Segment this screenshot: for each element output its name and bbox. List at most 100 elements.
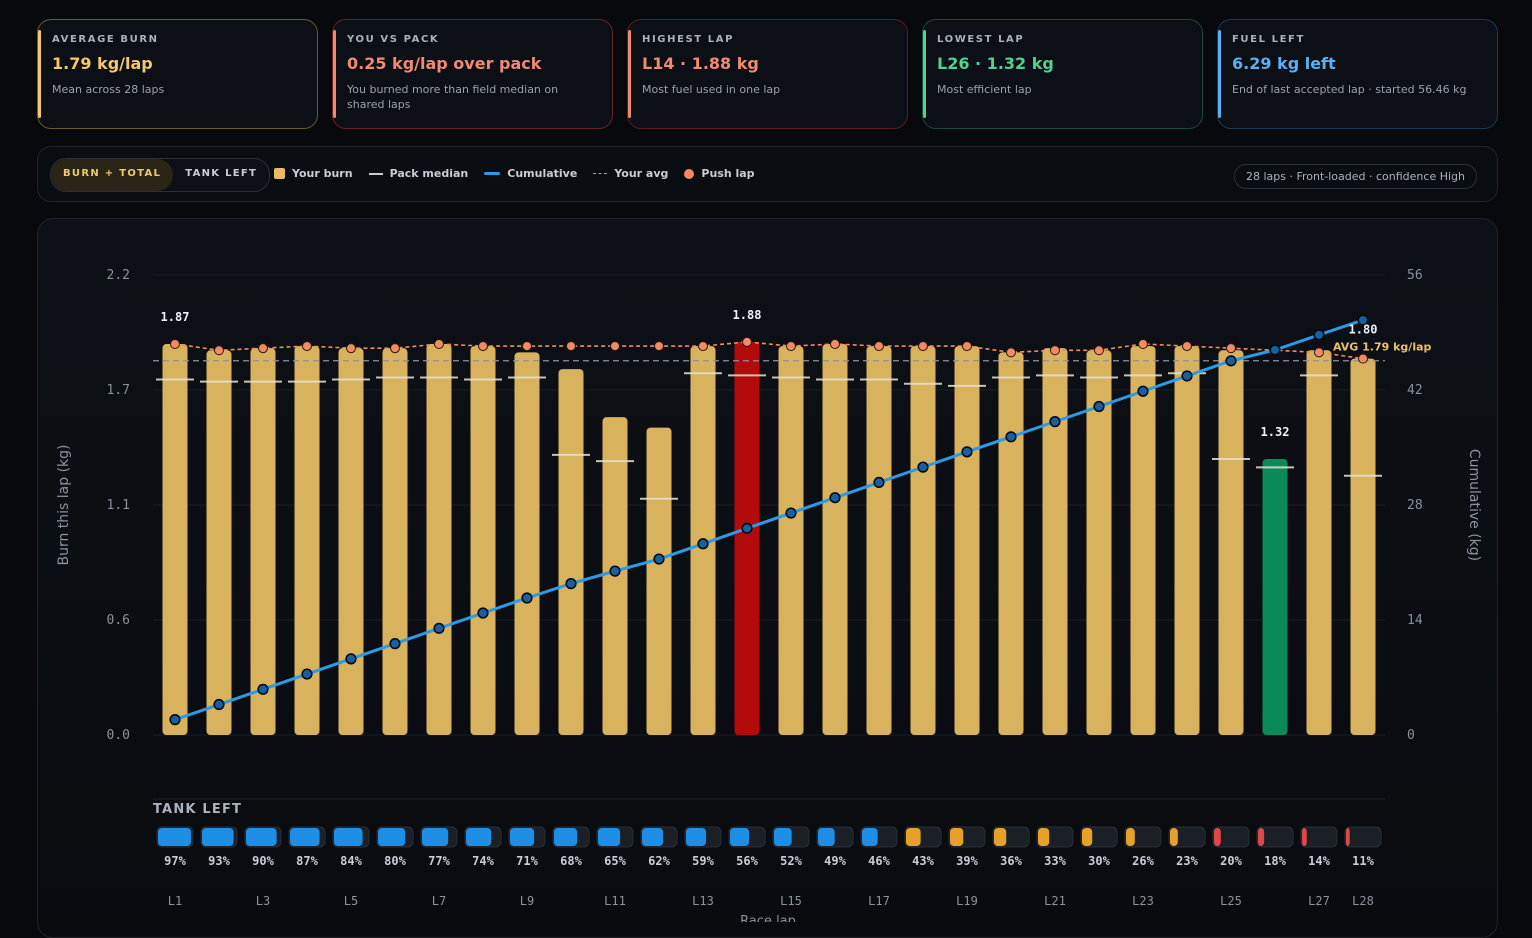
tank-percent-label: 33% [1044,854,1066,868]
view-toggle[interactable]: BURN + TOTAL TANK LEFT [50,158,271,192]
burn-bar [822,344,848,735]
burn-bar [954,346,980,735]
legend-your-burn: Your burn [274,167,353,180]
x-tick-label: L19 [956,894,978,908]
tank-percent-label: 93% [208,854,230,868]
push-lap-point [830,339,840,349]
x-tick-label: L23 [1132,894,1154,908]
x-axis-label: Race lap [740,914,796,922]
y2-tick-label: 56 [1407,268,1423,283]
y-tick-label: 2.2 [107,268,130,283]
x-tick-label: L3 [256,894,270,908]
cumulative-point [1269,344,1281,356]
tank-gauge-fill [1302,828,1307,846]
y2-tick-label: 14 [1407,613,1423,628]
tank-percent-label: 71% [516,854,538,868]
burn-bar [162,344,188,735]
push-lap-point [258,343,268,354]
push-lap-line [174,341,1364,360]
tank-percent-label: 84% [340,854,362,868]
burn-bar [250,348,276,735]
summary-cards: AVERAGE BURN 1.79 kg/lap Mean across 28 … [37,19,1498,129]
cumulative-point [873,476,885,489]
tab-burn-total[interactable]: BURN + TOTAL [51,159,174,191]
tab-tank-left[interactable]: TANK LEFT [185,168,258,179]
push-lap-point [1314,347,1324,358]
card-value: L14 · 1.88 kg [642,54,759,73]
x-tick-label: L13 [692,894,714,908]
card-sub: Mean across 28 laps [52,83,165,96]
tank-gauge-fill [378,828,406,846]
summary-card: AVERAGE BURN 1.79 kg/lap Mean across 28 … [37,19,318,129]
tank-percent-label: 74% [472,854,494,868]
push-lap-point [1094,345,1104,356]
push-lap-point [390,343,400,354]
tank-percent-label: 56% [736,854,758,868]
y2-tick-label: 42 [1407,383,1423,398]
tank-gauge-fill [334,828,363,846]
cumulative-swatch-icon [484,172,501,175]
cumulative-point [609,565,621,577]
tank-gauge-fill [510,828,535,846]
burn-bar [1306,350,1332,735]
cumulative-point [1005,431,1017,443]
cumulative-point [1093,400,1105,413]
x-tick-label: L21 [1044,894,1066,908]
summary-card: YOU VS PACK 0.25 kg/lap over pack You bu… [332,19,613,129]
cumulative-point [1181,370,1193,382]
cumulative-point [653,553,665,565]
burn-bar [558,369,584,735]
burn-bar [998,352,1024,735]
push-lap-point [1050,345,1060,356]
x-tick-label: L28 [1352,894,1374,908]
tank-gauge-fill [950,828,964,846]
tank-gauge-fill [994,828,1007,846]
legend-cumulative: Cumulative [484,167,577,180]
card-label: HIGHEST LAP [642,34,735,45]
x-tick-label: L17 [868,894,890,908]
tank-gauge [1344,826,1382,848]
x-tick-label: L25 [1220,894,1242,908]
x-tick-label: L9 [520,894,534,908]
tank-gauge-fill [862,828,878,846]
x-tick-label: L5 [344,894,358,908]
push-lap-point [1182,341,1192,352]
cumulative-point [1313,329,1325,341]
tank-percent-label: 23% [1176,854,1198,868]
tank-gauge [1168,826,1206,848]
avg-label: AVG 1.79 kg/lap [1333,341,1432,354]
push-lap-point [1226,343,1236,354]
legend-pack-median: Pack median [368,167,468,180]
push-lap-point [962,341,972,352]
push-lap-point [434,339,444,349]
tank-gauge-fill [1258,828,1265,846]
tank-percent-label: 62% [648,854,670,868]
tank-gauge-fill [554,828,578,846]
tank-percent-label: 80% [384,854,406,868]
push-lap-point [1138,339,1148,349]
cumulative-point [477,607,489,619]
cumulative-point [257,683,269,695]
burn-bar [294,346,320,735]
push-lap-point [874,341,884,352]
tank-gauge-fill [598,828,621,846]
push-lap-point [610,341,620,352]
burn-chart: 2.2 56 1.7 42 1.1 28 0.6 14 0.0 0 Burn this lap (k… [56,268,1482,922]
tank-percent-label: 59% [692,854,714,868]
y-tick-label: 1.1 [107,498,130,513]
card-value: 0.25 kg/lap over pack [347,54,542,73]
cumulative-point [1137,385,1149,397]
tank-percent-label: 52% [780,854,802,868]
burn-bar [1262,459,1288,735]
cumulative-point [213,698,225,711]
tank-gauge [1212,826,1250,848]
push-lap-point [566,341,576,352]
card-sub: Most fuel used in one lap [642,83,781,96]
cumulative-point [565,578,577,590]
chart-panel: 2.2 56 1.7 42 1.1 28 0.6 14 0.0 0 Burn this lap (k… [37,218,1498,938]
cumulative-point [521,592,533,604]
legend-push-lap: Push lap [684,167,755,180]
x-tick-label: L7 [432,894,446,908]
tank-percent-label: 90% [252,854,274,868]
tank-gauge-fill [686,828,707,846]
